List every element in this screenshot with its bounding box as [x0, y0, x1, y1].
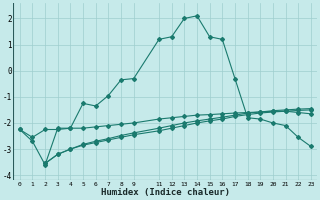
X-axis label: Humidex (Indice chaleur): Humidex (Indice chaleur): [101, 188, 230, 197]
